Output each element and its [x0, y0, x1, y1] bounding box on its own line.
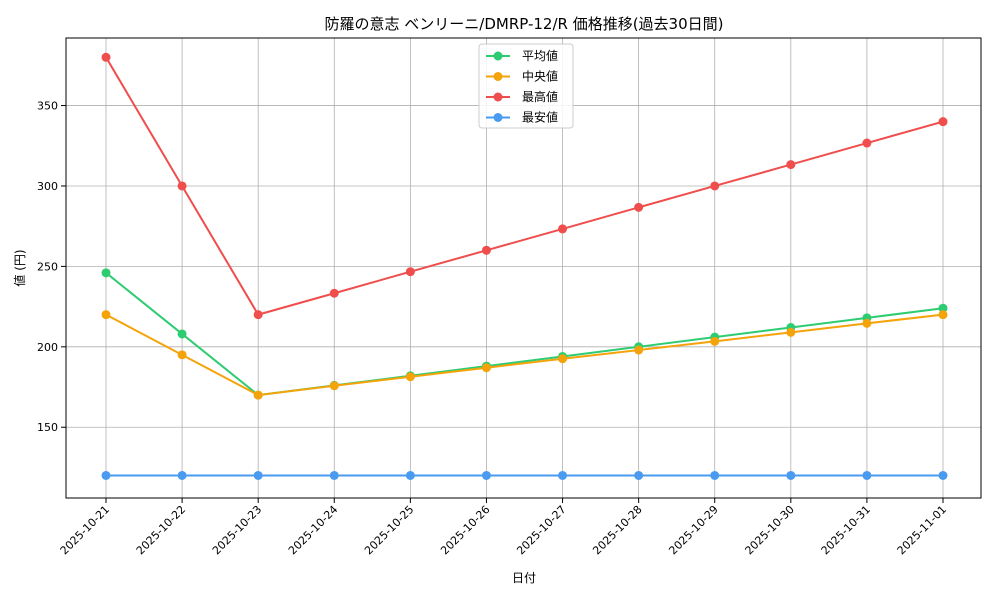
legend-label: 最安値	[522, 110, 558, 125]
x-tick-label: 2025-10-31	[819, 503, 873, 557]
x-tick-label: 2025-10-29	[666, 503, 720, 557]
series-line	[105, 272, 944, 397]
legend-label: 中央値	[522, 69, 558, 84]
data-point	[101, 310, 111, 320]
legend-marker	[493, 113, 503, 122]
data-point	[938, 303, 948, 313]
x-tick-label: 2025-11-01	[895, 503, 949, 557]
legend-label: 最高値	[522, 89, 558, 104]
data-point	[634, 345, 644, 355]
data-point	[101, 470, 111, 480]
legend-marker	[493, 51, 503, 61]
data-point	[101, 268, 111, 278]
data-point	[405, 267, 415, 277]
data-point	[405, 470, 415, 480]
data-point	[862, 470, 872, 480]
data-point	[938, 117, 948, 127]
y-tick-label: 150	[37, 421, 58, 434]
legend-marker	[493, 72, 503, 81]
data-point	[786, 327, 796, 337]
x-axis-label: 日付	[512, 571, 536, 585]
x-tick-label: 2025-10-27	[514, 503, 568, 557]
x-tick-label: 2025-10-25	[362, 503, 416, 557]
data-point	[253, 310, 263, 320]
data-point	[177, 470, 187, 480]
x-tick-label: 2025-10-30	[743, 503, 797, 557]
data-point	[862, 318, 872, 328]
series-line	[105, 56, 944, 316]
x-tick-label: 2025-10-23	[210, 503, 264, 557]
series-2	[101, 310, 948, 400]
data-point	[862, 138, 872, 148]
data-point	[481, 363, 491, 373]
data-point	[177, 350, 187, 360]
data-point	[938, 310, 948, 320]
y-tick-label: 200	[37, 341, 58, 354]
data-point	[710, 336, 720, 346]
data-point	[558, 224, 568, 234]
data-point	[481, 245, 491, 255]
data-point	[177, 181, 187, 191]
data-point	[329, 381, 339, 391]
legend-item: 最安値	[486, 110, 558, 125]
x-tick-label: 2025-10-21	[58, 503, 112, 557]
plot-area-frame	[65, 37, 982, 499]
y-tick-label: 250	[37, 260, 58, 273]
data-point	[938, 470, 948, 480]
data-point	[558, 354, 568, 364]
legend-marker	[493, 92, 503, 102]
chart-title: 防羅の意志 ベンリーニ/DMRP-12/R 価格推移(過去30日間)	[325, 15, 724, 33]
data-point	[253, 470, 263, 480]
legend-item: 最高値	[486, 89, 558, 104]
data-point	[177, 329, 187, 339]
data-point	[101, 52, 111, 62]
legend-frame	[478, 43, 574, 129]
data-point	[634, 202, 644, 212]
legend-item: 中央値	[486, 69, 558, 84]
legend-item: 平均値	[486, 48, 558, 63]
x-tick-label: 2025-10-26	[438, 503, 492, 557]
data-point	[405, 372, 415, 382]
x-tick-label: 2025-10-22	[134, 503, 188, 557]
series-3	[101, 52, 948, 320]
data-point	[558, 470, 568, 480]
y-tick-label: 350	[37, 100, 58, 113]
y-tick-label: 300	[37, 180, 58, 193]
data-point	[634, 470, 644, 480]
data-point	[710, 470, 720, 480]
data-point	[786, 160, 796, 170]
data-point	[329, 470, 339, 480]
legend-label: 平均値	[522, 48, 558, 63]
data-point	[253, 390, 263, 400]
series-4	[101, 470, 948, 480]
series-line	[105, 313, 944, 397]
y-axis-label: 値 (円)	[12, 249, 27, 286]
data-point	[329, 288, 339, 298]
data-point	[710, 181, 720, 191]
x-tick-label: 2025-10-24	[286, 503, 340, 557]
data-point	[481, 470, 491, 480]
series-layer	[101, 52, 948, 480]
x-tick-label: 2025-10-28	[590, 503, 644, 557]
data-point	[786, 470, 796, 480]
